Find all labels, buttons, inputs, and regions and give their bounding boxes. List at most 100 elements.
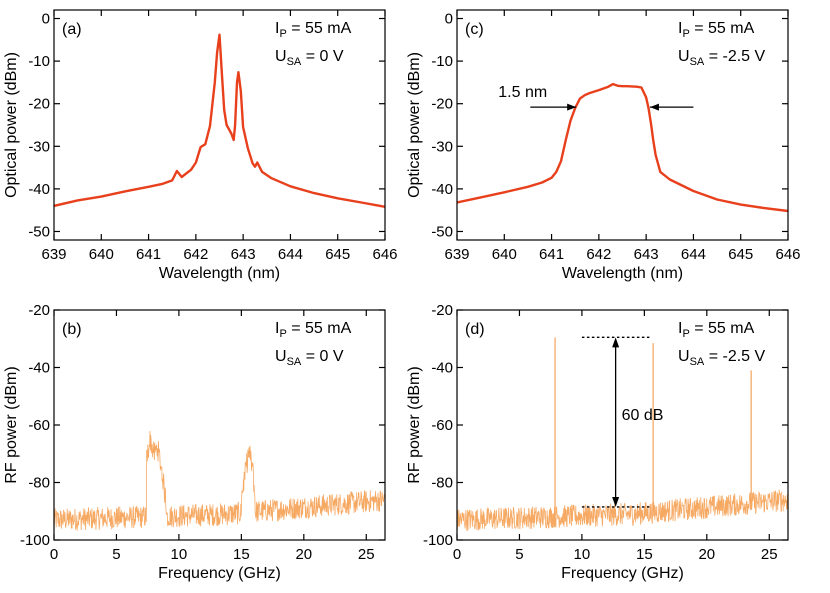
plot-area [54,33,385,208]
width-arrow-right-head [649,103,659,111]
annotation-part: U [275,348,287,365]
y-tick-label: -20 [431,96,453,113]
annotation-part: U [678,348,690,365]
width-label: 1.5 nm [498,84,547,101]
x-tick-label: 639 [444,246,469,263]
y-tick-label: 0 [42,11,50,28]
range-arrow-top [612,337,620,348]
x-tick-label: 20 [295,546,312,563]
x-tick-label: 15 [233,546,250,563]
annotation-part: I [275,20,279,37]
panel-label: (d) [465,321,485,338]
annotation-part: = 55 mA [287,20,352,37]
y-tick-label: -60 [28,417,50,434]
annotation-part: P [682,28,689,40]
annotation-part: = 0 V [301,48,344,65]
annotation-part: U [275,48,287,65]
range-arrow-bottom [612,496,620,507]
x-axis-title: Frequency (GHz) [158,565,281,582]
x-axis-title: Frequency (GHz) [561,565,684,582]
annotation-current: IP = 55 mA [678,20,755,40]
annotation-current: IP = 55 mA [275,20,352,40]
panel-a: 639 640 641 642 643 644 645 646 0 -10 -20 -30 -40 -50… [3,9,398,282]
annotation-part: SA [690,56,705,68]
y-tick-label: -40 [28,360,50,377]
annotation-part: = -2.5 V [704,348,765,365]
y-axis-title: RF power (dBm) [3,366,20,483]
annotation-part: = 55 mA [690,320,755,337]
x-tick-label: 642 [586,246,611,263]
x-tick-label: 10 [171,546,188,563]
annotation-part: I [275,320,279,337]
y-tick-label: -100 [423,532,453,549]
x-tick-label: 5 [112,546,120,563]
panel-b: 0 5 10 15 20 25 -20 -40 -60 -80 -100 Frequency (GHz… [3,302,386,582]
annotation-voltage: USA = 0 V [275,48,344,68]
annotation-voltage: USA = -2.5 V [678,48,766,68]
panel-c: 639 640 641 642 643 644 645 646 0 -10 -20 -30 -40 -50… [406,9,801,282]
plot-frame [53,9,386,241]
range-label: 60 dB [622,407,664,424]
x-tick-label: 25 [761,546,778,563]
annotation-part: = 55 mA [287,320,352,337]
plot-area [54,431,385,531]
y-tick-label: -60 [431,417,453,434]
x-tick-label: 5 [515,546,523,563]
x-tick-label: 0 [453,546,461,563]
x-tick-label: 643 [634,246,659,263]
y-tick-label: -50 [431,223,453,240]
plot-area [457,337,788,532]
x-tick-label: 20 [698,546,715,563]
x-tick-label: 640 [492,246,517,263]
annotation-part: SA [287,56,302,68]
x-axis-title: Wavelength (nm) [159,265,280,282]
y-tick-label: -40 [431,360,453,377]
annotation-current: IP = 55 mA [678,320,755,340]
y-tick-label: 0 [445,11,453,28]
rf-noise-trace [54,431,385,531]
y-tick-label: -20 [28,302,50,319]
spectrum-line [457,82,788,213]
annotation-part: SA [287,356,302,368]
y-tick-label: -80 [431,475,453,492]
annotation-part: P [279,328,286,340]
x-axis-title: Wavelength (nm) [562,265,683,282]
plot-frame [456,9,789,241]
annotation-part: = 0 V [301,348,344,365]
plot-area [457,82,788,213]
panel-label: (c) [465,21,484,38]
x-tick-label: 645 [325,246,350,263]
spectrum-line [54,33,385,208]
annotation-current: IP = 55 mA [275,320,352,340]
annotation-part: SA [690,356,705,368]
x-tick-label: 646 [775,246,800,263]
x-tick-label: 15 [636,546,653,563]
annotation-part: = 55 mA [690,20,755,37]
y-axis-title: Optical power (dBm) [406,52,423,198]
y-tick-label: -50 [28,223,50,240]
x-tick-label: 0 [50,546,58,563]
x-tick-label: 641 [136,246,161,263]
annotation-part: P [682,328,689,340]
y-tick-label: -30 [431,138,453,155]
x-tick-label: 644 [278,246,303,263]
x-tick-label: 646 [372,246,397,263]
x-tick-label: 645 [728,246,753,263]
y-tick-label: -20 [431,302,453,319]
x-tick-label: 639 [41,246,66,263]
y-tick-label: -100 [20,532,50,549]
x-tick-label: 25 [358,546,375,563]
rf-noise-trace [457,489,788,532]
panel-d: 0 5 10 15 20 25 -20 -40 -60 -80 -100 Frequency (GHz… [406,302,789,582]
x-tick-label: 644 [681,246,706,263]
annotation-part: I [678,320,682,337]
width-arrow-left-head [567,103,577,111]
y-tick-label: -10 [28,53,50,70]
annotation-part: P [279,28,286,40]
x-tick-label: 642 [183,246,208,263]
annotation-part: = -2.5 V [704,48,765,65]
y-tick-label: -40 [28,181,50,198]
annotation-voltage: USA = 0 V [275,348,344,368]
y-tick-label: -10 [431,53,453,70]
